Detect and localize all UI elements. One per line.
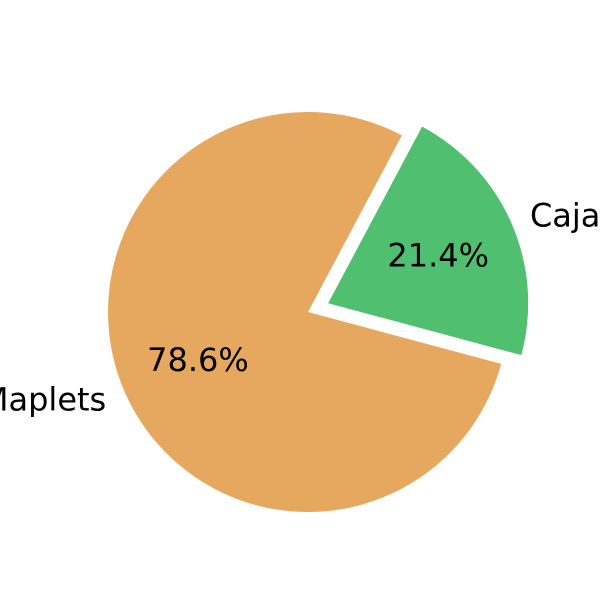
category-label-maplets: Maplets [0, 381, 106, 419]
category-label-cajas: Cajas [530, 197, 600, 235]
pie-labels: 78.6% Maplets 21.4% Cajas [0, 197, 600, 419]
percent-label-maplets: 78.6% [147, 341, 249, 379]
pie-slices [108, 111, 529, 513]
pie-slice-maplets [108, 111, 502, 513]
percent-label-cajas: 21.4% [387, 236, 489, 274]
pie-slice-cajas [328, 126, 529, 356]
